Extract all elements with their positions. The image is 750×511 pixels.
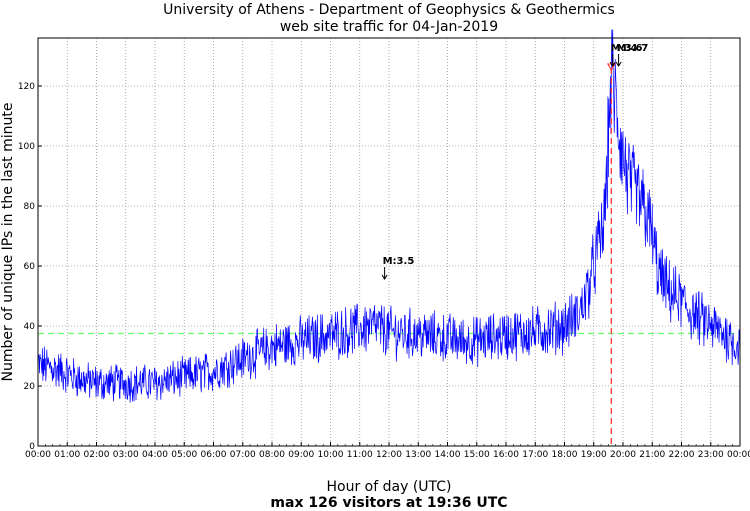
y-tick-label: 120 bbox=[18, 82, 35, 92]
y-ticks: 0 20 40 60 80 100 120 bbox=[18, 82, 42, 452]
x-tick-label: 06:00 bbox=[201, 450, 227, 460]
x-tick-label: 23:00 bbox=[698, 450, 724, 460]
x-tick-label: 18:00 bbox=[552, 450, 578, 460]
annotation-label: M:3.5 bbox=[383, 256, 415, 267]
annotations: M:3.5 M:3.6M:4.7 bbox=[381, 43, 649, 280]
y-tick-label: 100 bbox=[18, 142, 35, 152]
x-tick-label: 08:00 bbox=[259, 450, 285, 460]
x-tick-label: 17:00 bbox=[522, 450, 548, 460]
x-tick-label: 10:00 bbox=[318, 450, 344, 460]
annotation-arrow-head bbox=[609, 61, 616, 67]
y-tick-label: 0 bbox=[29, 442, 35, 452]
y-tick-label: 40 bbox=[24, 322, 36, 332]
annotation-label: M:3.6 bbox=[611, 43, 643, 54]
traffic-series-line bbox=[37, 29, 741, 403]
x-tick-label: 00:00 bbox=[727, 450, 750, 460]
chart-title: University of Athens - Department of Geo… bbox=[163, 2, 615, 18]
x-tick-label: 04:00 bbox=[142, 450, 168, 460]
annotation-label: M:4.7 bbox=[617, 43, 649, 54]
x-tick-label: 13:00 bbox=[405, 450, 431, 460]
y-axis-label: Number of unique IPs in the last minute bbox=[0, 103, 16, 382]
x-tick-label: 21:00 bbox=[639, 450, 665, 460]
series-group bbox=[37, 29, 741, 403]
grid bbox=[38, 38, 740, 446]
x-tick-label: 11:00 bbox=[347, 450, 373, 460]
annotation: M:4.7 bbox=[615, 43, 649, 67]
x-tick-label: 16:00 bbox=[493, 450, 519, 460]
y-tick-label: 80 bbox=[24, 202, 36, 212]
y-tick-label: 20 bbox=[24, 382, 36, 392]
annotation-arrow-head bbox=[381, 274, 388, 280]
chart-footer: max 126 visitors at 19:36 UTC bbox=[270, 495, 507, 511]
x-tick-label: 14:00 bbox=[435, 450, 461, 460]
annotation-arrow-head bbox=[615, 61, 622, 67]
annotation: M:3.5 bbox=[381, 256, 415, 280]
x-tick-label: 00:00 bbox=[25, 450, 51, 460]
x-tick-label: 15:00 bbox=[464, 450, 490, 460]
x-axis-label: Hour of day (UTC) bbox=[327, 479, 452, 495]
x-tick-label: 02:00 bbox=[84, 450, 110, 460]
x-tick-label: 19:00 bbox=[581, 450, 607, 460]
x-tick-label: 07:00 bbox=[230, 450, 256, 460]
x-tick-label: 12:00 bbox=[376, 450, 402, 460]
x-tick-label: 03:00 bbox=[113, 450, 139, 460]
x-tick-label: 01:00 bbox=[54, 450, 80, 460]
x-tick-label: 22:00 bbox=[669, 450, 695, 460]
annotation: M:3.6 bbox=[609, 43, 643, 67]
x-tick-label: 20:00 bbox=[610, 450, 636, 460]
chart-subtitle: web site traffic for 04-Jan-2019 bbox=[280, 19, 498, 35]
x-tick-label: 05:00 bbox=[171, 450, 197, 460]
x-tick-label: 09:00 bbox=[288, 450, 314, 460]
y-tick-label: 60 bbox=[24, 262, 36, 272]
x-ticks: 00:00 01:00 02:00 03:00 04:00 05:00 06:00 07:00… bbox=[25, 442, 750, 460]
